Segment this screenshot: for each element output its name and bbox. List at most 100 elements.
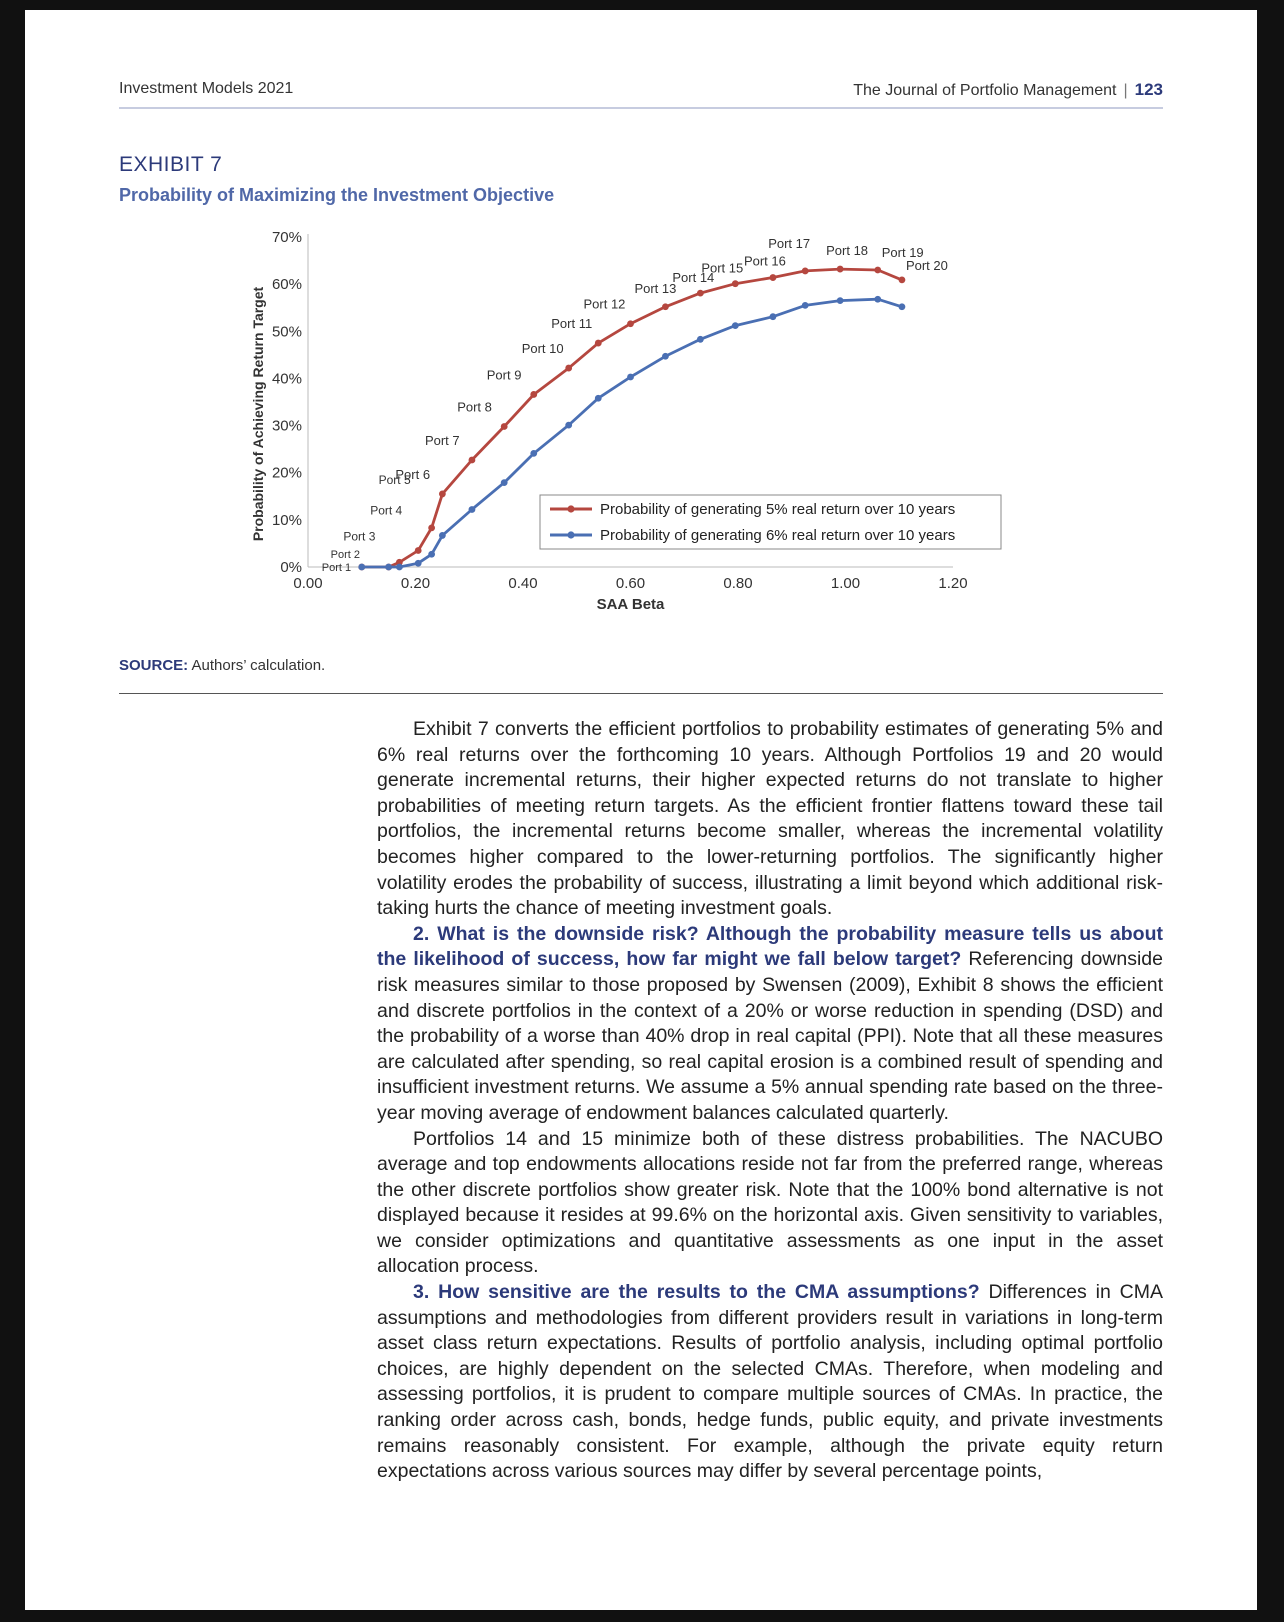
paragraph-4: 3. How sensitive are the results to the … [377,1280,1163,1485]
data-point [565,421,573,429]
data-point [438,532,446,539]
y-tick-label: 60% [272,276,302,293]
x-tick-label: 0.00 [293,575,322,592]
y-tick-label: 30% [272,418,302,435]
port-label: Port 4 [370,504,402,518]
y-tick-label: 0% [280,559,302,576]
data-point [836,297,844,305]
port-label: Port 1 [322,562,351,574]
data-point [594,339,602,347]
question-3: 3. How sensitive are the results to the … [413,1281,980,1304]
running-header-left: Investment Models 2021 [119,80,294,97]
port-label: Port 3 [343,529,375,543]
data-point [769,313,777,321]
source-text: Authors’ calculation. [191,657,326,674]
x-tick-label: 0.20 [401,575,430,592]
data-point [731,322,739,330]
data-point [468,506,476,513]
data-point [414,547,422,554]
article-body: Exhibit 7 converts the efficient portfol… [377,717,1163,1485]
data-point [801,267,809,275]
port-label: Port 10 [522,341,564,356]
port-label: Port 11 [551,316,592,331]
legend-swatch-marker [567,531,575,539]
port-label: Port 19 [882,245,924,260]
paragraph-1: Exhibit 7 converts the efficient portfol… [377,718,1163,920]
probability-chart: 0% 10% 20% 30% 40% 50% 60% 70% 0.00 0.20 0.40 0.60 0… [250,229,1002,613]
legend-label: Probability of generating 5% real return… [600,501,955,518]
body-rule [119,693,1163,694]
port-label: Port 14 [672,270,714,285]
port-label: Port 6 [395,467,430,482]
source-label: SOURCE: [119,657,189,674]
paragraph-4-text: Differences in CMA assumptions and metho… [377,1281,1163,1483]
data-point [395,563,403,571]
data-point [594,394,602,402]
data-point [874,266,882,274]
data-point [468,456,476,464]
header-rule [119,107,1163,109]
paragraph-3: Portfolios 14 and 15 minimize both of th… [377,1127,1163,1278]
port-label: Port 20 [906,258,948,273]
data-point [500,423,508,430]
port-label: Port 17 [768,236,810,251]
data-point [696,289,704,297]
port-label: Port 12 [584,297,626,312]
data-point [530,391,538,398]
port-label: Port 13 [634,281,676,296]
y-tick-label: 50% [272,323,302,340]
series-line-1 [361,267,903,569]
data-point [627,373,634,381]
data-point [428,524,436,532]
data-point [565,364,573,372]
data-point [627,320,634,328]
running-header-right: The Journal of Portfolio Management | 123 [853,80,1163,99]
data-point [385,563,393,571]
exhibit-title: Probability of Maximizing the Investment… [119,185,555,205]
data-point [530,449,538,457]
x-tick-label: 0.40 [508,575,537,592]
x-tick-label: 0.60 [616,575,645,592]
data-point [898,303,906,311]
data-point [414,559,422,567]
data-point [696,335,704,343]
journal-name: The Journal of Portfolio Management [853,82,1117,99]
data-point [898,276,906,284]
legend-label: Probability of generating 6% real return… [600,527,955,544]
data-point [358,563,366,571]
y-tick-label: 10% [272,512,302,529]
port-label: Port 8 [457,400,492,415]
port-label: Port 9 [487,367,522,382]
legend-swatch-marker [567,505,575,513]
page-number: 123 [1134,80,1163,99]
port-label: Port 15 [701,261,743,276]
data-point [395,558,403,566]
journal-page: Investment Models 2021 The Journal of Po… [25,10,1257,1610]
port-label: Port 18 [826,243,868,258]
data-point [662,303,669,311]
paragraph-2-text: Referencing downside risk measures simil… [377,948,1163,1124]
y-axis-label: Probability of Achieving Return Target [250,286,266,541]
x-tick-label: 1.00 [831,575,860,592]
y-tick-label: 20% [272,465,302,482]
x-tick-label: 0.80 [723,575,752,592]
y-tick-label: 40% [272,370,302,387]
port-label: Port 2 [331,549,360,561]
legend-box [539,494,1002,550]
paragraph-2: 2. What is the downside risk? Although t… [377,922,1163,1127]
port-label: Port 7 [425,433,460,448]
port-label: Port 16 [744,254,786,269]
data-point [836,265,844,273]
data-point [769,274,777,281]
data-point [428,550,436,558]
data-point [874,295,882,303]
data-point [438,490,446,498]
data-point [500,479,508,487]
exhibit-label: EXHIBIT 7 [119,153,223,176]
data-point [662,352,669,360]
data-point [731,280,739,288]
source-note: SOURCE: Authors’ calculation. [119,657,325,674]
data-point [801,301,809,309]
port-label: Port 5 [379,473,411,487]
x-tick-label: 1.20 [938,575,967,592]
